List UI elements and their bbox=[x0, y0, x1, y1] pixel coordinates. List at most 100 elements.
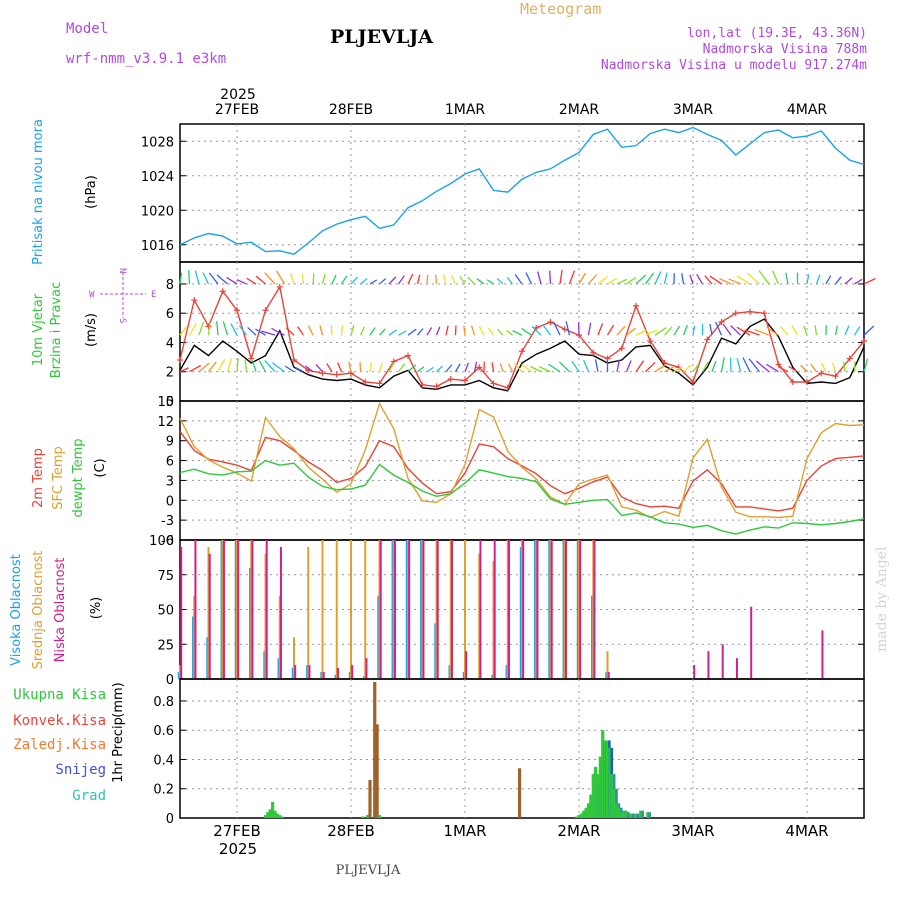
top-tick-label: 3MAR bbox=[673, 102, 714, 118]
precip-bar bbox=[603, 740, 607, 818]
wind-arrow bbox=[188, 322, 197, 336]
wind-arrow bbox=[244, 359, 248, 372]
wind-arrow bbox=[360, 278, 368, 285]
wind-arrow bbox=[261, 330, 276, 336]
gust-marker bbox=[846, 355, 853, 362]
y-tick-label: 9 bbox=[166, 435, 174, 450]
y-tick-label: 0.4 bbox=[153, 753, 174, 768]
wind-arrow bbox=[321, 273, 326, 285]
precip-bar bbox=[575, 816, 579, 818]
wind-arrow bbox=[654, 327, 667, 336]
precip-bar bbox=[629, 813, 633, 818]
wind-arrow bbox=[594, 359, 599, 372]
precip-bar bbox=[273, 810, 277, 818]
precip-bar bbox=[622, 810, 626, 818]
bottom-tick-label: 3MAR bbox=[671, 822, 714, 840]
wind-arrow bbox=[542, 324, 552, 336]
wind-arrow bbox=[226, 276, 238, 285]
wind-arrow bbox=[568, 270, 576, 285]
gust-marker bbox=[633, 302, 639, 309]
wind-arrow bbox=[635, 329, 648, 336]
wind-arrow bbox=[207, 322, 211, 336]
gust-marker bbox=[504, 384, 511, 391]
snow-bar bbox=[631, 813, 635, 818]
top-tick-label: 4MAR bbox=[787, 102, 828, 118]
top-date-ticks: 27FEB 28FEB 1MAR 2MAR 3MAR 4MAR bbox=[215, 102, 828, 118]
wind-arrow bbox=[654, 271, 662, 285]
gust-marker bbox=[861, 338, 867, 345]
ukupna-label: Ukupna Kisa bbox=[13, 687, 106, 703]
wind-arrow bbox=[426, 327, 433, 336]
wind-arrow bbox=[207, 361, 217, 373]
wind-arrow bbox=[222, 321, 229, 336]
wind-arrow bbox=[744, 329, 760, 336]
wind-arrow bbox=[746, 272, 760, 285]
bottom-tick-label: 2MAR bbox=[557, 822, 600, 840]
wind-arrow bbox=[803, 325, 808, 336]
wind-arrow bbox=[194, 270, 200, 285]
wind-arrow bbox=[450, 275, 457, 285]
y-tick-label: 0.2 bbox=[153, 783, 174, 798]
gust-marker bbox=[376, 380, 383, 387]
wind-arrow bbox=[788, 365, 798, 373]
footer-station: PLJEVLJA bbox=[336, 863, 401, 878]
wind-arrow bbox=[179, 326, 188, 336]
y-tick-label: 0 bbox=[166, 812, 174, 827]
wind-arrow bbox=[664, 326, 673, 336]
grad-label: Grad bbox=[72, 788, 106, 804]
wind-arrow bbox=[434, 274, 438, 285]
wind-arrow bbox=[755, 360, 770, 373]
meteogram-title: Meteogram bbox=[520, 0, 601, 18]
precip-label: 1hr Precip bbox=[111, 717, 126, 783]
gust-marker bbox=[333, 371, 340, 378]
wind-arrow bbox=[350, 276, 359, 285]
wind-arrow bbox=[348, 361, 352, 372]
wind-arrow bbox=[616, 359, 621, 372]
y-tick-label: 100 bbox=[149, 534, 174, 549]
wind-arrow bbox=[350, 325, 355, 336]
gust-marker bbox=[219, 288, 226, 295]
y-tick-label: 1016 bbox=[141, 239, 174, 254]
wind-arrow bbox=[854, 278, 863, 285]
wind-arrow bbox=[844, 325, 850, 336]
precip-bar bbox=[591, 774, 595, 818]
wind-arrow bbox=[531, 326, 542, 336]
gust-marker bbox=[747, 308, 753, 315]
gust-marker bbox=[804, 378, 810, 385]
wind-arrow bbox=[464, 362, 469, 372]
gust-marker bbox=[718, 318, 725, 325]
year-bottom: 2025 bbox=[219, 840, 257, 858]
y-tick-label: 50 bbox=[157, 604, 174, 619]
wind-arrow bbox=[844, 277, 853, 285]
wind-arrow bbox=[285, 327, 295, 336]
wind-arrow bbox=[597, 323, 604, 336]
panels: 101610201024102802468-6-3036912150255075… bbox=[141, 123, 876, 827]
y-tick-label: 1024 bbox=[141, 170, 174, 185]
dewpt-label: dewpt Temp bbox=[71, 438, 86, 517]
wind-arrow bbox=[496, 278, 504, 285]
wind-arrow bbox=[179, 272, 183, 285]
y-tick-label: 0 bbox=[166, 494, 174, 509]
y-tick-label: 1028 bbox=[141, 135, 174, 150]
wind-arrow bbox=[683, 364, 692, 373]
gust-marker bbox=[490, 380, 497, 387]
wind-unit: (m/s) bbox=[84, 313, 99, 347]
wind-arrow bbox=[255, 275, 266, 285]
wind-arrow bbox=[272, 362, 285, 373]
wind-arrow bbox=[473, 361, 478, 372]
wind-arrow bbox=[331, 274, 337, 285]
precip-bar bbox=[377, 815, 382, 818]
series-line-2m-temp bbox=[179, 430, 865, 512]
panel-cloud: 0 25 50 75 100 bbox=[149, 534, 865, 688]
wind-arrow bbox=[728, 278, 741, 285]
wind-arrow bbox=[216, 274, 228, 285]
wind-arrow bbox=[435, 326, 441, 336]
wind-arrow bbox=[616, 325, 626, 336]
y-tick-label: 25 bbox=[157, 638, 174, 653]
precip-bar bbox=[620, 812, 624, 818]
snow-bar bbox=[636, 813, 640, 818]
gust-marker bbox=[419, 381, 426, 388]
y-tick-label: 75 bbox=[157, 569, 174, 584]
wind-arrow bbox=[445, 325, 449, 336]
wind-arrow bbox=[791, 325, 799, 336]
